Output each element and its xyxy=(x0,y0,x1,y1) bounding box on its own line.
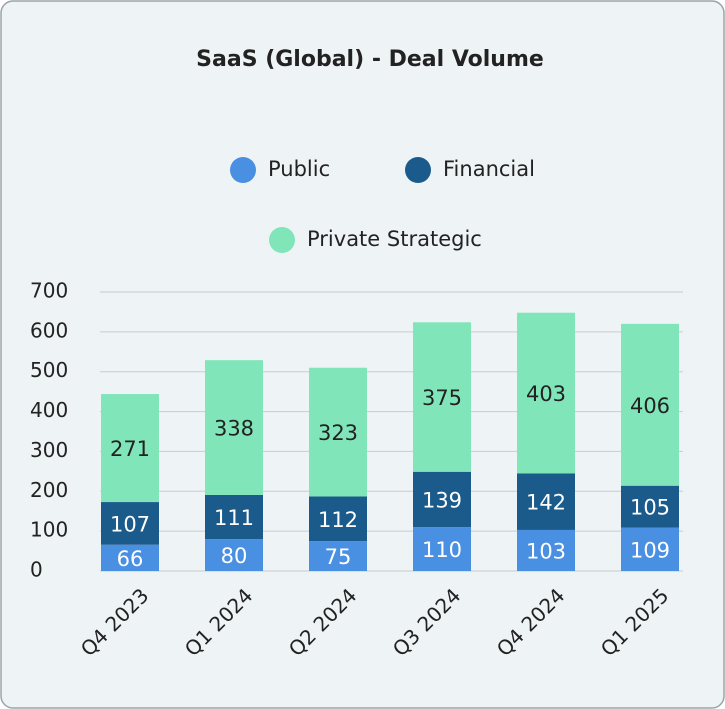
data-label: 112 xyxy=(318,508,358,532)
data-label: 103 xyxy=(526,539,566,563)
y-tick-label: 0 xyxy=(30,558,43,582)
bar-segment xyxy=(101,394,159,503)
bar-segment xyxy=(621,527,679,571)
y-tick-label: 100 xyxy=(30,518,68,542)
bar-segment xyxy=(413,527,471,571)
data-label: 139 xyxy=(422,488,462,512)
data-label: 338 xyxy=(214,417,254,441)
data-label: 107 xyxy=(110,512,150,536)
legend-swatch xyxy=(405,157,431,183)
bar-segment xyxy=(309,367,367,497)
data-label: 80 xyxy=(221,544,248,568)
y-tick-label: 200 xyxy=(30,478,68,502)
legend-label: Financial xyxy=(443,157,535,181)
data-label: 403 xyxy=(526,382,566,406)
bar-segment xyxy=(309,496,367,542)
data-label: 111 xyxy=(214,506,254,530)
chart-title: SaaS (Global) - Deal Volume xyxy=(196,47,544,72)
y-tick-label: 600 xyxy=(30,318,68,342)
data-label: 66 xyxy=(117,547,144,571)
bar-segment xyxy=(101,502,159,545)
data-label: 142 xyxy=(526,491,566,515)
data-label: 110 xyxy=(422,538,462,562)
y-tick-label: 300 xyxy=(30,438,68,462)
data-label: 109 xyxy=(630,538,670,562)
bar-segment xyxy=(517,529,575,571)
data-label: 375 xyxy=(422,386,462,410)
legend-swatch xyxy=(269,227,295,253)
legend-label: Public xyxy=(268,157,330,181)
bar-segment xyxy=(517,312,575,474)
bar-segment xyxy=(205,360,263,495)
data-label: 105 xyxy=(630,496,670,520)
y-tick-label: 400 xyxy=(30,398,68,422)
data-label: 75 xyxy=(325,545,352,569)
y-tick-label: 700 xyxy=(30,279,68,303)
y-tick-label: 500 xyxy=(30,358,68,382)
bar-segment xyxy=(413,322,471,472)
bar-segment xyxy=(205,494,263,540)
bar-segment xyxy=(621,485,679,528)
bar-segment xyxy=(413,471,471,528)
bar-segment xyxy=(517,473,575,530)
bar-segment xyxy=(101,544,159,571)
legend-swatch xyxy=(230,157,256,183)
data-label: 323 xyxy=(318,421,358,445)
bar-segment xyxy=(309,541,367,571)
bar-segment xyxy=(205,539,263,571)
legend-label: Private Strategic xyxy=(307,227,482,251)
data-label: 406 xyxy=(630,394,670,418)
data-label: 271 xyxy=(110,437,150,461)
bar-segment xyxy=(621,323,679,486)
